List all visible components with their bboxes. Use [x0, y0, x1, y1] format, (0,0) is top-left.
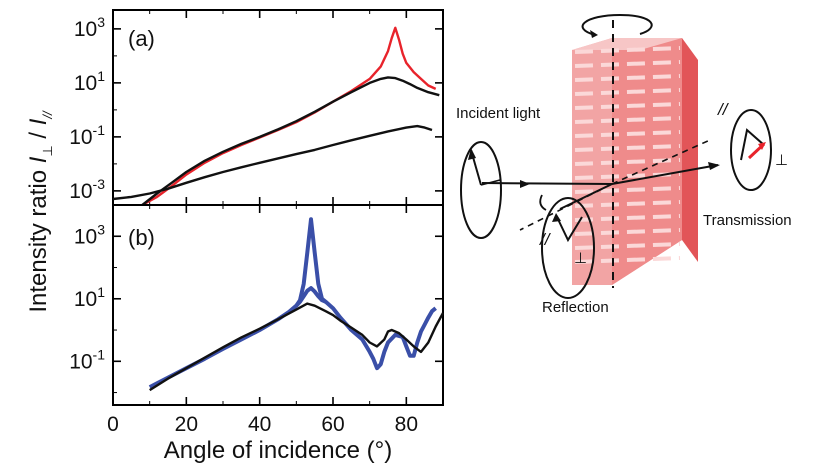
slab-rod [574, 102, 681, 110]
panel-b-ytick-label: 103 [74, 221, 105, 248]
slab-rod [574, 74, 681, 82]
slab-rod [574, 46, 681, 54]
y-axis-title-sub-perp: ⊥ [40, 145, 55, 156]
incident-beam-arrow-icon [520, 180, 530, 188]
panel-a-ytick-label: 101 [74, 68, 105, 95]
x-tick-label: 20 [175, 413, 198, 436]
panel-a-label: (a) [128, 26, 155, 51]
transmission-beam-arrow-icon [708, 162, 720, 170]
reflection-label: Reflection [542, 299, 609, 316]
panel-b-series-1 [294, 286, 327, 308]
slab-side-face [682, 38, 698, 262]
panel-a-plot: 10-3 10-1 101 103 (a) [69, 9, 444, 207]
incident-arrowhead-icon [468, 148, 476, 160]
panel-b-series-2 [149, 302, 445, 392]
panel-a-series-1 [141, 76, 440, 206]
panel-a-series-2 [112, 124, 433, 201]
transmission-perp-symbol: ⊥ [775, 152, 788, 169]
slab-rod [574, 88, 681, 96]
panel-b-plot: 10-1 101 103 0 20 40 60 80 (b) [69, 204, 445, 436]
reflection-parallel-symbol: // [539, 230, 552, 249]
slab-top-face [572, 38, 682, 50]
x-tick-label: 40 [248, 413, 271, 436]
panel-a-frame [112, 9, 444, 206]
panel-b-ticks: 10-1 101 103 0 20 40 60 80 [69, 204, 444, 436]
slab-rod [574, 200, 681, 208]
rotation-arrow-icon [581, 13, 653, 36]
panel-b-series-0 [148, 217, 437, 389]
y-axis-title-sub-par: // [40, 110, 55, 120]
slab-rod [574, 144, 681, 152]
x-tick-label: 80 [395, 413, 418, 436]
panel-b-frame [112, 204, 444, 406]
panel-b-series [148, 217, 445, 392]
panel-a-series [112, 26, 440, 207]
transmission-beam-line [611, 164, 719, 185]
slab-front-face [612, 38, 682, 285]
transmission-label: Transmission [703, 212, 792, 229]
incidence-angle-arc [539, 194, 547, 211]
incident-ellipse [460, 141, 502, 239]
incident-light-label: Incident light [456, 105, 541, 122]
reflection-ellipse [541, 197, 595, 299]
slab-rod [574, 242, 681, 250]
transmission-parallel-symbol: // [717, 100, 730, 119]
panel-b-ytick-label: 10-1 [69, 346, 105, 373]
slab-rod [574, 130, 681, 138]
transmission-normal-dashed [611, 139, 711, 185]
panel-a-ticks: 10-3 10-1 101 103 [69, 10, 444, 205]
slab-rod-pattern [574, 46, 681, 264]
panel-b-ytick-label: 101 [74, 284, 105, 311]
y-axis-title-slash: / [25, 125, 52, 145]
transmission-ellipse [730, 109, 772, 191]
panel-b-label: (b) [128, 225, 155, 250]
slab-rod [574, 214, 681, 222]
x-axis-title: Angle of incidence (°) [164, 437, 392, 464]
reflection-perp-symbol: ⊥ [574, 250, 587, 267]
panel-a-series-0 [141, 26, 437, 207]
transmission-e-field [740, 128, 765, 161]
y-axis-title-i2: I [25, 118, 52, 125]
x-tick-label: 60 [321, 413, 344, 436]
y-axis-title-text: Intensity ratio [25, 163, 52, 312]
y-axis-title-i1: I [25, 156, 52, 163]
slab-rod [574, 186, 681, 194]
rotation-arrowhead-icon [590, 30, 598, 38]
x-tick-label: 0 [107, 413, 119, 436]
y-axis-title: Intensity ratio I⊥ / I// [25, 110, 55, 313]
reflection-e-field [555, 214, 583, 243]
panel-a-ytick-label: 10-1 [69, 122, 105, 149]
panel-a-ytick-label: 10-3 [69, 176, 105, 203]
slab-rod [574, 60, 681, 68]
reflection-arrowhead-icon [552, 213, 561, 222]
transmission-red-arrowhead-icon [758, 142, 766, 150]
polarization-diagram: Incident light Reflection Transmission /… [456, 13, 792, 316]
incident-beam-line [481, 182, 613, 185]
slab-rod [574, 116, 681, 124]
panel-a-ytick-label: 103 [74, 14, 105, 41]
